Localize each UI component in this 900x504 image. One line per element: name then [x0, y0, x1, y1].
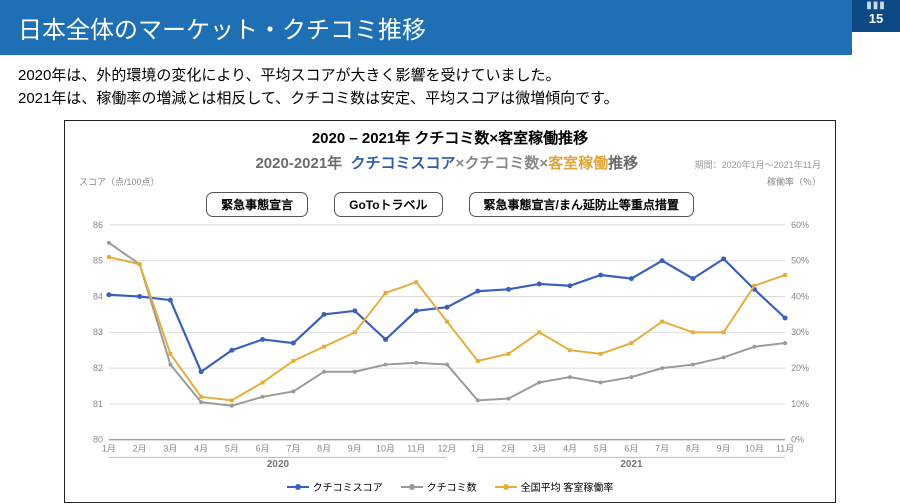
- svg-text:9月: 9月: [348, 444, 362, 454]
- svg-text:1月: 1月: [102, 444, 116, 454]
- chart-plot: 808182838485860%10%20%30%40%50%60%1月2月3月…: [65, 219, 835, 479]
- svg-text:10月: 10月: [745, 444, 764, 454]
- annotation-badge: 緊急事態宣言: [206, 192, 308, 217]
- chart-frame-title: 2020 – 2021年 クチコミ数×客室稼働推移: [65, 121, 835, 152]
- svg-text:11月: 11月: [407, 444, 425, 454]
- svg-text:2月: 2月: [502, 444, 516, 454]
- svg-text:2月: 2月: [133, 444, 147, 454]
- svg-text:7月: 7月: [286, 444, 300, 454]
- svg-text:1月: 1月: [471, 444, 485, 454]
- svg-text:7月: 7月: [655, 444, 669, 454]
- svg-text:11月: 11月: [776, 444, 794, 454]
- period-label: 期間：2020年1月～2021年11月: [695, 158, 821, 171]
- annotation-badge: 緊急事態宣言/まん延防止等重点措置: [469, 192, 694, 217]
- svg-text:86: 86: [93, 220, 103, 230]
- svg-text:6月: 6月: [624, 444, 638, 454]
- page-number: 15: [852, 11, 900, 26]
- svg-text:60%: 60%: [791, 220, 809, 230]
- summary-text: 2020年は、外的環境の変化により、平均スコアが大きく影響を受けていました。 2…: [0, 55, 900, 116]
- svg-text:2020: 2020: [267, 459, 290, 470]
- svg-text:81: 81: [93, 399, 103, 409]
- svg-text:10月: 10月: [376, 444, 395, 454]
- legend-item: 全国平均 客室稼働率: [495, 479, 614, 494]
- chart-legend: クチコミスコア クチコミ数 全国平均 客室稼働率: [65, 479, 835, 502]
- svg-text:12月: 12月: [438, 444, 457, 454]
- svg-text:3月: 3月: [532, 444, 546, 454]
- page-number-box: ▮▮▮ 15: [852, 0, 900, 32]
- svg-text:5月: 5月: [594, 444, 608, 454]
- chart-frame: 2020 – 2021年 クチコミ数×客室稼働推移 2020-2021年 クチコ…: [64, 120, 836, 503]
- right-axis-label: 稼働率（％）: [767, 175, 821, 188]
- svg-text:20%: 20%: [791, 363, 809, 373]
- svg-text:4月: 4月: [194, 444, 208, 454]
- svg-text:85: 85: [93, 256, 103, 266]
- svg-text:2021: 2021: [620, 459, 643, 470]
- svg-text:84: 84: [93, 292, 103, 302]
- summary-line-1: 2020年は、外的環境の変化により、平均スコアが大きく影響を受けていました。: [18, 65, 882, 88]
- left-axis-label: スコア（点/100点）: [79, 175, 160, 188]
- legend-item: クチコミ数: [401, 479, 477, 494]
- svg-text:9月: 9月: [717, 444, 731, 454]
- summary-line-2: 2021年は、稼働率の増減とは相反して、クチコミ数は安定、平均スコアは微増傾向で…: [18, 88, 882, 111]
- chart-subtitle: 2020-2021年 クチコミスコア×クチコミ数×客室稼働推移: [199, 152, 695, 173]
- svg-text:50%: 50%: [791, 256, 809, 266]
- svg-text:83: 83: [93, 327, 103, 337]
- svg-text:8月: 8月: [317, 444, 331, 454]
- svg-text:6月: 6月: [256, 444, 270, 454]
- svg-text:30%: 30%: [791, 327, 809, 337]
- svg-text:3月: 3月: [163, 444, 177, 454]
- annotation-badge: GoToトラベル: [334, 192, 442, 217]
- svg-text:40%: 40%: [791, 292, 809, 302]
- legend-item: クチコミスコア: [287, 479, 383, 494]
- svg-text:5月: 5月: [225, 444, 239, 454]
- tabs-icon: ▮▮▮: [852, 0, 900, 11]
- page-title: 日本全体のマーケット・クチコミ推移: [0, 0, 852, 55]
- svg-text:8月: 8月: [686, 444, 700, 454]
- badges-row: 緊急事態宣言 GoToトラベル 緊急事態宣言/まん延防止等重点措置: [65, 188, 835, 219]
- svg-text:10%: 10%: [791, 399, 809, 409]
- svg-text:82: 82: [93, 363, 103, 373]
- svg-text:4月: 4月: [563, 444, 577, 454]
